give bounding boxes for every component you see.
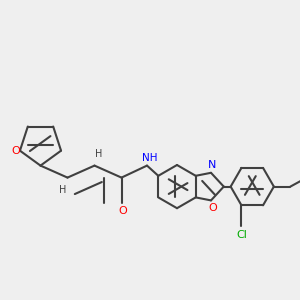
Text: O: O xyxy=(118,206,127,216)
Text: O: O xyxy=(208,203,217,213)
Text: H: H xyxy=(59,184,67,195)
Text: O: O xyxy=(11,146,20,156)
Text: H: H xyxy=(95,148,103,159)
Text: Cl: Cl xyxy=(236,230,247,240)
Text: O: O xyxy=(299,180,300,190)
Text: NH: NH xyxy=(142,153,158,163)
Text: N: N xyxy=(208,160,217,170)
